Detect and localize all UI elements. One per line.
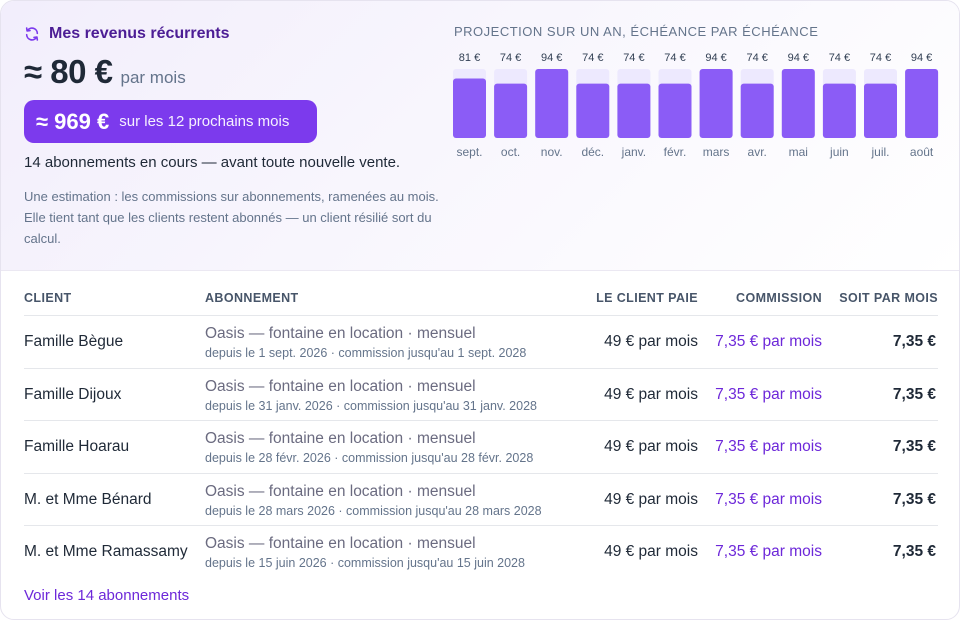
plan-dates: depuis le 15 juin 2026 · commission jusq… [205,556,525,570]
bar-10 [864,83,897,138]
client-pays: 49 € par mois [604,438,698,455]
plan-name: Oasis — fontaine en location · mensuel [205,535,476,552]
bar-value-label: 74 € [746,52,767,64]
projection-bar-chart: 81 € sept. 74 € oct. 94 € nov. 74 € déc. 74 € jan… [453,52,939,159]
month-tick-label: juil. [870,145,889,159]
month-tick-label: févr. [664,145,687,159]
bar-5 [658,83,692,138]
client-name: Famille Dijoux [24,385,122,403]
client-name: Famille Hoarau [24,438,130,455]
header-client: CLIENT [24,291,72,305]
bar-7 [740,83,774,138]
month-tick-label: janv. [621,145,646,159]
commission-rate: 7,35 € par mois [715,385,822,403]
bar-6 [699,69,733,138]
header-plan: ABONNEMENT [205,291,299,305]
yearly-amount: ≈ 969 € [36,108,110,134]
client-pays: 49 € par mois [604,385,698,403]
yearly-estimate-badge: ≈ 969 € sur les 12 prochains mois [24,100,317,143]
plan-dates: depuis le 1 sept. 2026 · commission jusq… [205,346,527,360]
client-pays: 49 € par mois [604,490,698,508]
header-per-month: SOIT PAR MOIS [839,291,938,305]
month-tick-label: mai [789,145,808,159]
bar-value-label: 94 € [705,52,726,64]
subscriptions-table: Famille Bègue Oasis — fontaine en locatio… [24,315,938,578]
month-tick-label: déc. [581,145,604,159]
bar-value-label: 74 € [623,52,644,64]
commission-rate: 7,35 € par mois [715,438,822,455]
header-client-pays: LE CLIENT PAIE [596,291,698,305]
plan-name: Oasis — fontaine en location · mensuel [205,325,476,342]
month-tick-label: sept. [456,145,482,159]
bar-0 [453,78,486,138]
plan-name: Oasis — fontaine en location · mensuel [205,430,476,447]
month-tick-label: mars [703,145,730,159]
bar-8 [781,69,815,138]
client-pays: 49 € par mois [604,333,698,350]
table-row[interactable]: Famille Bègue Oasis — fontaine en locatio… [24,315,938,368]
bar-value-label: 74 € [582,52,603,64]
client-name: Famille Bègue [24,333,124,350]
plan-name: Oasis — fontaine en location · mensuel [205,482,476,500]
bar-2 [535,69,569,138]
header-commission: COMMISSION [736,291,822,305]
bar-9 [822,83,856,138]
monthly-unit: par mois [120,68,186,87]
plan-dates: depuis le 28 févr. 2026 · commission jus… [205,451,534,465]
table-header: CLIENT ABONNEMENT LE CLIENT PAIE COMMISS… [24,291,938,307]
month-tick-label: oct. [501,145,520,159]
summary-panel: Mes revenus récurrents ≈ 80 € par mois ≈… [1,1,959,271]
client-pays: 49 € par mois [604,543,698,560]
bar-3 [576,83,610,138]
bar-value-label: 74 € [829,52,850,64]
monthly-estimate: ≈ 80 € par mois [24,53,186,91]
plan-dates: depuis le 28 mars 2026 · commission jusq… [205,503,542,518]
see-all-subscriptions-link[interactable]: Voir les 14 abonnements [24,587,190,604]
bar-value-label: 74 € [500,52,521,64]
monthly-commission: 7,35 € [892,333,936,350]
monthly-commission: 7,35 € [892,490,936,508]
table-row[interactable]: Famille Hoarau Oasis — fontaine en locati… [24,420,938,473]
projection-title: PROJECTION SUR UN AN, ÉCHÉANCE PAR ÉCHÉA… [454,24,819,39]
month-tick-label: avr. [748,145,767,159]
monthly-commission: 7,35 € [892,438,936,455]
bar-value-label: 94 € [911,52,932,64]
table-row[interactable]: Famille Dijoux Oasis — fontaine en locati… [24,367,938,421]
bar-11 [905,69,939,138]
bar-4 [617,83,651,138]
commission-rate: 7,35 € par mois [715,543,822,560]
bar-value-label: 94 € [788,52,809,64]
plan-dates: depuis le 31 janv. 2026 · commission jus… [205,398,537,413]
summary-header: Mes revenus récurrents [24,24,230,44]
summary-title: Mes revenus récurrents [49,25,230,42]
bar-value-label: 81 € [459,52,480,64]
subscriptions-count: 14 abonnements en cours — avant toute no… [24,154,401,171]
commission-rate: 7,35 € par mois [715,333,822,350]
commission-rate: 7,35 € par mois [715,490,822,508]
bar-value-label: 74 € [870,52,891,64]
client-name: M. et Mme Ramassamy [24,543,188,560]
client-name: M. et Mme Bénard [24,490,152,508]
bar-1 [494,83,528,138]
yearly-label: sur les 12 prochains mois [119,113,290,130]
plan-name: Oasis — fontaine en location · mensuel [205,377,476,395]
monthly-commission: 7,35 € [892,385,936,403]
monthly-commission: 7,35 € [892,543,936,560]
month-tick-label: juin [829,145,849,159]
month-tick-label: nov. [541,145,563,159]
monthly-amount: ≈ 80 € [24,53,113,90]
month-tick-label: août [910,145,934,159]
bar-value-label: 74 € [664,52,685,64]
table-row[interactable]: M. et Mme Bénard Oasis — fontaine en loca… [24,472,938,526]
bar-value-label: 94 € [541,52,562,64]
estimate-note: Une estimation : les commissions sur abo… [24,189,439,246]
table-row[interactable]: M. et Mme Ramassamy Oasis — fontaine en l… [24,525,938,578]
refresh-icon [25,27,39,41]
